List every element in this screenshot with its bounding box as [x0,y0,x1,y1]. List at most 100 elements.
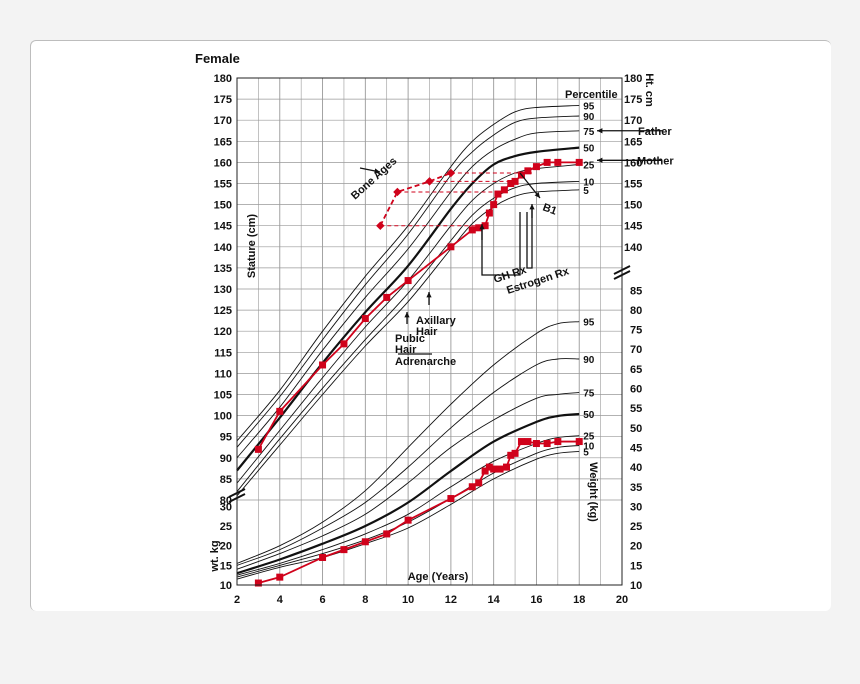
patient-weight-point [485,463,493,471]
height-percentile-label: 10 [583,177,595,188]
left-wt-label: wt. kg [209,540,221,572]
stature-tick-left: 100 [214,411,232,423]
height-percentile-90 [236,115,580,448]
stature-tick-left: 110 [214,368,232,380]
weight-percentile-label: 25 [583,432,595,443]
patient-weight-point [543,440,551,448]
patient-weight-point [447,495,455,503]
bone-age-line [379,172,452,227]
pubic-label: Pubic [395,333,425,345]
patient-weight-point [511,449,519,457]
height-percentile-10 [236,180,580,492]
x-tick-label: 2 [234,594,240,606]
patient-height-point [254,445,262,453]
height-percentile-label: 5 [583,186,589,197]
axis-break-mark [613,265,631,275]
father-label: Father [638,126,672,138]
weight-percentile-label: 50 [583,410,595,421]
patient-height-point [494,190,502,198]
weight-tick-right: 30 [630,501,642,513]
right-ht-label: Ht. cm [643,73,655,107]
x-tick-label: 16 [530,594,542,606]
estrogen-arrow-head [529,204,535,210]
stature-tick-right: 175 [624,94,642,106]
x-tick-label: 20 [616,594,628,606]
patient-weight-point [503,463,510,471]
patient-height-point [524,167,532,175]
x-tick-label: 10 [402,594,414,606]
weight-tick-left: 20 [220,541,232,553]
x-tick-label: 12 [445,594,457,606]
patient-data [254,158,583,587]
patient-height-point [340,340,348,348]
pubic-label: Hair [395,344,417,356]
stature-tick-right: 180 [624,73,642,85]
patient-height-point [490,201,498,209]
stature-tick-left: 160 [214,157,232,169]
patient-weight-point [254,579,262,587]
stature-tick-left: 95 [220,432,232,444]
patient-weight-point [383,530,391,538]
patient-weight-point [404,516,412,524]
patient-weight-point [496,465,504,473]
patient-weight-point [554,438,562,446]
b1-label: B1 [541,202,558,218]
patient-height-point [575,158,583,166]
patient-height-point [543,158,551,166]
stature-tick-left: 170 [214,115,232,127]
chart-title: Female [195,51,240,66]
stature-tick-left: 175 [214,94,232,106]
weight-axis-label: Weight (kg) [587,462,599,522]
patient-weight-line [258,440,580,584]
weight-tick-left: 15 [220,560,232,572]
adrenarche-label: Adrenarche [395,356,456,368]
patient-height-point [500,186,508,194]
weight-percentile-label: 75 [583,388,595,399]
x-axis-label: Age (Years) [408,571,469,583]
weight-percentile-label: 10 [583,441,595,452]
patient-height-point [532,163,540,171]
x-tick-label: 4 [277,594,284,606]
stature-tick-left: 140 [214,242,232,254]
stature-tick-left: 155 [214,179,232,191]
stature-tick-right: 155 [624,179,642,191]
weight-percentile-label: 90 [583,355,595,366]
weight-tick-right: 60 [630,384,642,396]
gh-bracket [481,212,521,276]
weight-tick-left: 10 [220,580,232,592]
stature-axis-label: Stature (cm) [246,214,258,279]
stature-tick-left: 120 [214,326,232,338]
stature-tick-right: 145 [624,221,642,233]
weight-tick-right: 40 [630,462,642,474]
weight-tick-right: 35 [630,482,642,494]
patient-height-point [447,243,455,251]
patient-height-point [507,180,515,187]
stature-tick-left: 180 [214,73,232,85]
patient-weight-point [481,467,489,475]
patient-weight-point [340,546,348,554]
patient-weight-point [524,438,532,446]
mother-arrow-head [597,157,603,163]
weight-tick-left: 25 [220,521,232,533]
weight-percentile-10 [236,445,580,578]
height-percentile-label: 25 [583,161,595,172]
x-tick-label: 6 [319,594,325,606]
weight-tick-left: 30 [220,501,232,513]
percentile-label: Percentile [565,89,618,101]
stature-tick-right: 150 [624,200,642,212]
stature-tick-right: 165 [624,136,642,148]
weight-percentile-95 [236,321,580,564]
weight-tick-right: 20 [630,541,642,553]
plot-border [236,77,623,586]
patient-height-point [361,315,369,323]
stature-tick-left: 105 [214,390,232,402]
axis-break-mark [228,488,246,498]
patient-height-point [276,407,284,415]
mother-label: Mother [637,155,674,167]
axis-break-mark [228,493,246,503]
patient-height-point [319,361,327,369]
height-percentile-label: 90 [583,112,595,123]
patient-height-point [481,222,489,230]
weight-percentile-5 [236,450,580,580]
